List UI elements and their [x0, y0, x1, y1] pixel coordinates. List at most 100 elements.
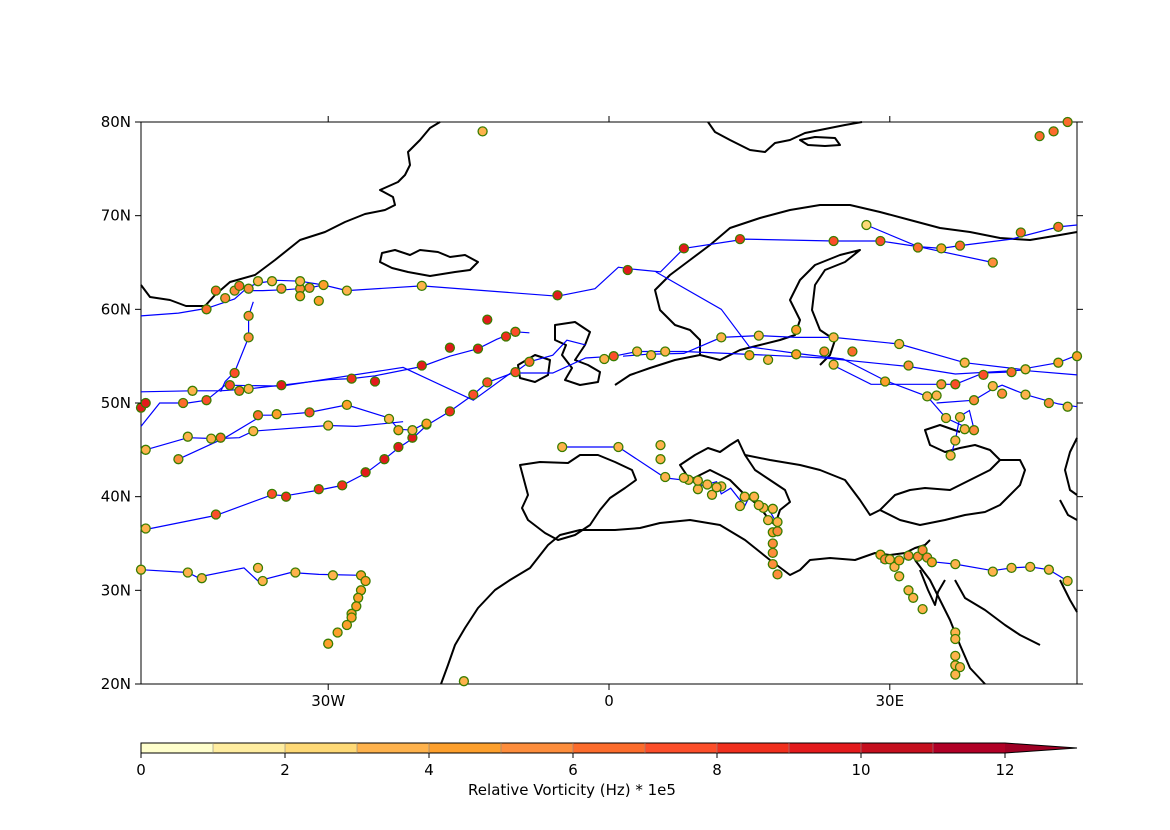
- track-point: [201, 304, 212, 315]
- track-point: [950, 379, 961, 390]
- track-point: [753, 499, 764, 511]
- track-point: [458, 676, 470, 687]
- track-point: [313, 295, 324, 307]
- colorbar-bin: [861, 743, 934, 753]
- track-point: [557, 441, 568, 453]
- track-point: [655, 439, 666, 451]
- colorbar-title: Relative Vorticity (Hz) * 1e5: [468, 781, 676, 799]
- track-point: [894, 555, 905, 566]
- track-point: [276, 380, 287, 391]
- track-point: [220, 292, 231, 304]
- track-point: [954, 661, 966, 673]
- italy-coast: [679, 439, 791, 526]
- track-point: [341, 399, 353, 411]
- axis-ticks: 20N 30N 40N 50N 60N 70N 80N 30W 0 30E: [101, 113, 1083, 710]
- track-point: [1006, 562, 1017, 574]
- baltic-coast: [699, 249, 861, 366]
- track-point: [931, 390, 942, 401]
- colorbar: 0 2 4 6 8 10 12: [136, 742, 1078, 779]
- track-point: [201, 395, 212, 406]
- track-point: [678, 472, 690, 484]
- sinai-coast: [919, 569, 946, 606]
- track-point: [903, 585, 914, 596]
- track-point: [772, 526, 783, 537]
- track-point: [243, 383, 254, 395]
- track-point: [959, 424, 970, 435]
- track-line: [421, 224, 1078, 297]
- track-point: [444, 342, 456, 353]
- track-point: [482, 377, 493, 388]
- track-point: [206, 433, 217, 444]
- track-point: [940, 412, 952, 424]
- track-point: [613, 441, 624, 453]
- track-point: [917, 603, 928, 615]
- caspian-coast-2: [1064, 437, 1078, 496]
- track-point: [1071, 351, 1083, 362]
- track-point: [959, 357, 970, 368]
- track-point: [140, 444, 151, 455]
- track-point: [678, 243, 690, 254]
- track-point: [271, 409, 282, 420]
- track-point: [510, 366, 521, 378]
- colorbar-bin: [501, 743, 574, 753]
- track-point: [903, 360, 914, 371]
- track-point: [894, 571, 905, 582]
- track-line: [655, 271, 975, 432]
- track-point: [266, 276, 278, 287]
- colorbar-tick-label: 6: [568, 761, 578, 779]
- track-point: [1043, 564, 1055, 575]
- track-point: [950, 435, 961, 446]
- track-point: [734, 233, 746, 245]
- lon-tick-label: 30E: [876, 692, 905, 710]
- track-point: [229, 367, 240, 379]
- track-point: [1034, 130, 1045, 142]
- colorbar-extend: [1005, 743, 1077, 753]
- track-point: [847, 346, 858, 357]
- track-point: [140, 397, 151, 409]
- track-point: [210, 509, 222, 520]
- track-point: [252, 276, 264, 287]
- lat-tick-label: 70N: [101, 207, 131, 225]
- track-point: [552, 290, 563, 301]
- track-point: [341, 285, 353, 296]
- track-point: [234, 385, 245, 396]
- track-point: [819, 346, 830, 357]
- lat-tick-label: 20N: [101, 675, 131, 693]
- track-point: [323, 420, 334, 431]
- track-line: [178, 404, 427, 460]
- track-point: [767, 538, 778, 549]
- track-point: [945, 450, 956, 461]
- track-point: [791, 349, 802, 360]
- colorbar-tick-label: 0: [136, 761, 146, 779]
- track-point: [968, 395, 980, 406]
- track-point: [421, 418, 432, 429]
- track-point: [791, 324, 802, 336]
- coastlines: [140, 121, 1078, 685]
- track-point: [304, 282, 315, 293]
- track-point: [1053, 221, 1064, 233]
- track-point: [318, 279, 329, 291]
- track-point: [276, 283, 287, 294]
- track-point: [739, 491, 750, 502]
- track-point: [996, 388, 1008, 399]
- colorbar-bin: [429, 743, 502, 753]
- track-point: [248, 425, 259, 437]
- lat-tick-label: 40N: [101, 488, 131, 506]
- track-point: [510, 326, 521, 337]
- track-point: [767, 503, 778, 514]
- track-point: [280, 491, 292, 502]
- track-point: [968, 425, 980, 436]
- track-point: [294, 276, 306, 287]
- track-point: [908, 592, 919, 603]
- track-point: [894, 338, 905, 350]
- track-point: [472, 343, 484, 354]
- track-point: [290, 567, 301, 578]
- greenland-coast: [140, 121, 441, 307]
- track-point: [332, 627, 343, 638]
- lat-tick-label: 30N: [101, 581, 131, 599]
- lon-tick-label: 0: [604, 692, 614, 710]
- track-point: [266, 488, 278, 500]
- track-point: [351, 601, 362, 612]
- track-point: [252, 410, 264, 421]
